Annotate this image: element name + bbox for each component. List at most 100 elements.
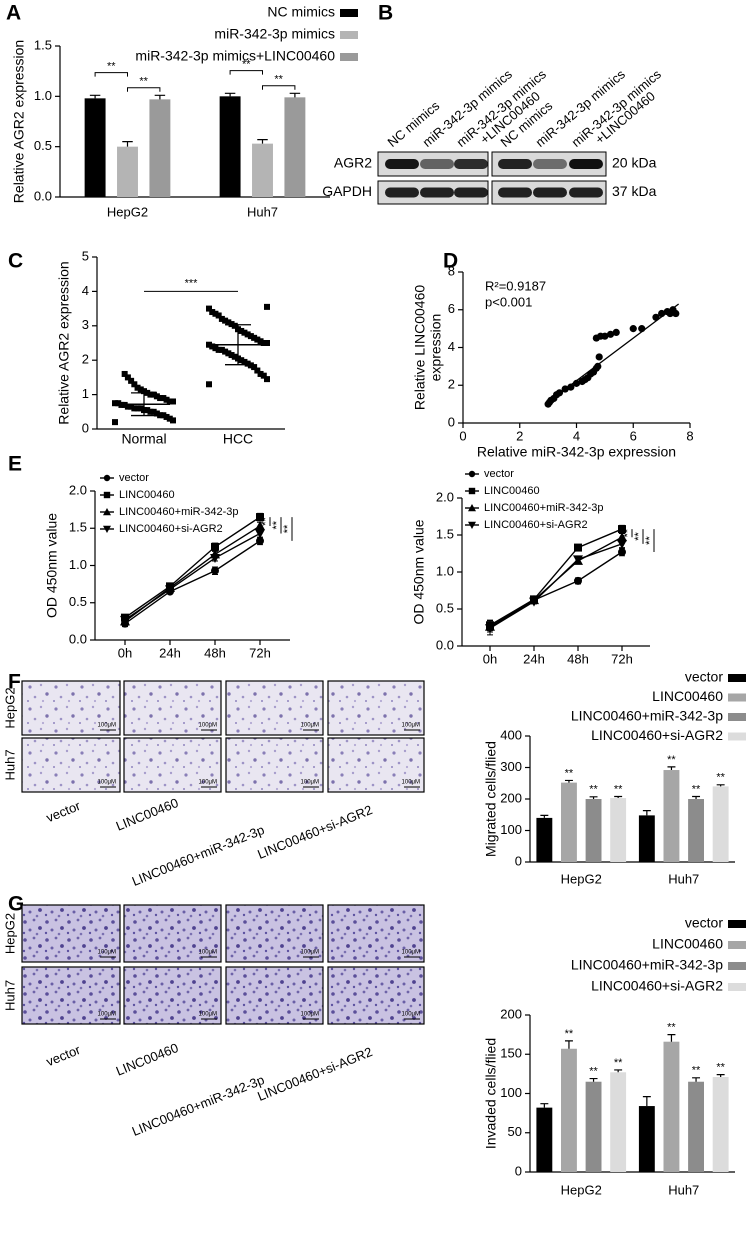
y-tick-label: 0.0 — [34, 188, 52, 203]
scale-bar-label: 100μM — [199, 950, 217, 956]
blot-band — [385, 159, 419, 169]
point — [595, 353, 603, 361]
significance-bracket — [229, 70, 263, 75]
legend-swatch — [340, 31, 358, 39]
micrograph — [225, 966, 324, 1025]
bar — [663, 770, 680, 862]
x-tick-label: 72h — [249, 645, 271, 660]
point — [150, 408, 157, 415]
scale-bar-label: 100μM — [301, 1012, 319, 1018]
x-tick-label: HepG2 — [561, 871, 602, 886]
point — [137, 405, 144, 412]
micrograph — [225, 904, 324, 963]
error-bar — [540, 814, 549, 818]
scale-bar-label: 100μM — [301, 723, 319, 729]
panel-label: D — [443, 250, 458, 273]
panel-label: G — [8, 893, 24, 916]
point — [137, 386, 144, 393]
bar — [252, 143, 273, 197]
sd-bar — [131, 392, 157, 417]
error-bar — [89, 94, 101, 99]
y-axis-label: Migrated cells/flied — [483, 741, 499, 857]
bar — [84, 98, 106, 197]
error-bar — [289, 92, 301, 98]
point — [166, 398, 173, 405]
marker — [574, 576, 582, 585]
fit-line — [544, 303, 680, 405]
significance-label: ** — [692, 783, 701, 795]
significance-label: ** — [614, 783, 623, 795]
micrograph — [21, 966, 121, 1025]
legend-swatch — [728, 693, 746, 702]
annotation: R²=0.9187 — [485, 278, 546, 293]
micrograph — [225, 680, 324, 736]
point — [170, 417, 176, 424]
row-label: Huh7 — [2, 749, 17, 780]
scale-bar-label: 100μM — [98, 780, 116, 786]
point — [134, 384, 141, 391]
point — [160, 395, 167, 402]
point — [134, 405, 141, 412]
y-axis-label: Relative AGR2 expression — [56, 261, 72, 424]
x-tick-label: 6 — [630, 428, 637, 443]
y-tick-label: 1 — [82, 386, 89, 401]
x-tick-label: 8 — [686, 428, 693, 443]
y-tick-label: 0.0 — [69, 631, 87, 646]
point — [112, 400, 118, 407]
marker — [103, 491, 111, 499]
sd-bar — [225, 324, 251, 366]
significance-label: ** — [242, 59, 251, 71]
x-axis-label: Relative miR-342-3p expression — [477, 444, 676, 460]
point — [206, 305, 212, 312]
bar — [638, 815, 655, 862]
x-tick-label: Huh7 — [668, 1182, 699, 1197]
y-tick-label: 1.0 — [34, 88, 52, 103]
y-tick-label: 50 — [508, 1124, 522, 1139]
bar — [219, 96, 241, 197]
blot-band — [454, 187, 488, 198]
legend-label: LINC00460 — [484, 485, 540, 497]
significance-label: ** — [260, 517, 272, 526]
blot-band — [385, 187, 419, 198]
legend-label: miR-342-3p mimics — [214, 26, 335, 42]
x-tick-label: HCC — [223, 431, 253, 447]
x-tick-label: Normal — [121, 431, 166, 447]
y-axis-label: Relative LINC00460 — [412, 285, 428, 411]
scale-bar-label: 100μM — [402, 780, 420, 786]
micrograph — [327, 737, 425, 793]
legend-label: vector — [685, 669, 723, 685]
marker — [574, 543, 582, 552]
legend-label: vector — [685, 915, 723, 931]
point — [222, 348, 229, 355]
protein-label: GAPDH — [322, 183, 372, 199]
panel-label: E — [8, 453, 22, 476]
blot-band — [420, 159, 454, 169]
marker — [256, 513, 264, 522]
column-label: LINC00460 — [114, 795, 181, 834]
point — [228, 352, 235, 359]
size-label: 37 kDa — [612, 183, 657, 199]
blot-band — [533, 159, 567, 169]
series-line — [124, 516, 261, 619]
point — [225, 319, 232, 326]
micrograph — [327, 904, 425, 963]
point — [601, 332, 609, 340]
row-label: HepG2 — [2, 687, 17, 728]
marker — [618, 525, 626, 534]
y-tick-label: 2.0 — [69, 482, 87, 497]
x-tick-label: 72h — [611, 651, 633, 666]
series-line — [124, 540, 261, 625]
point — [112, 419, 118, 426]
column-label: LINC00460+miR-342-3p — [130, 822, 267, 889]
panel-label: C — [8, 250, 23, 273]
y-axis-label: Invaded cells/flied — [483, 1038, 499, 1149]
scale-bar-label: 100μM — [98, 1012, 116, 1018]
bar — [117, 146, 138, 197]
point — [231, 322, 238, 329]
point — [238, 327, 245, 334]
bar — [284, 97, 306, 197]
point — [206, 381, 212, 388]
y-tick-label: 0.5 — [69, 594, 87, 609]
marker — [485, 624, 495, 634]
